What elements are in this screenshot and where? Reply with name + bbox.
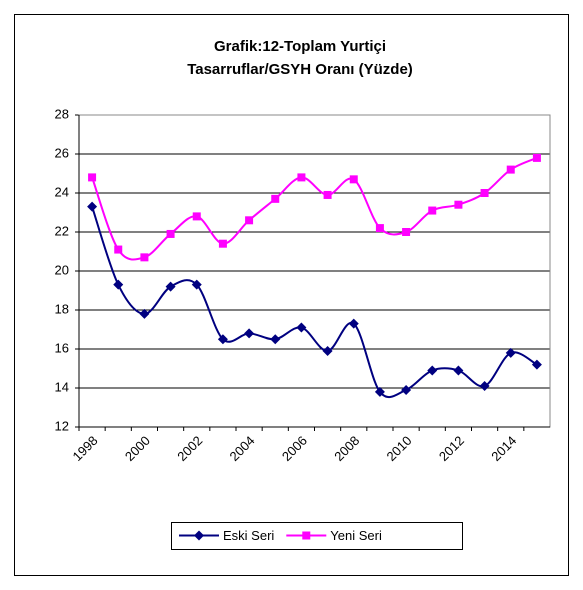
point: [114, 245, 123, 254]
point: [88, 173, 97, 182]
point: [218, 239, 227, 248]
legend-label: Eski Seri: [223, 528, 274, 543]
chart-title: Grafik:12-Toplam Yurtiçi: [214, 38, 386, 55]
point: [348, 318, 359, 329]
y-tick-label: 22: [55, 223, 69, 238]
point: [479, 381, 490, 392]
y-tick-label: 18: [55, 301, 69, 316]
point: [87, 201, 98, 212]
y-tick-label: 12: [55, 418, 69, 433]
y-tick-label: 16: [55, 340, 69, 355]
point: [245, 216, 254, 225]
legend-label: Yeni Seri: [330, 528, 382, 543]
point: [349, 175, 358, 184]
point: [271, 194, 280, 203]
point: [192, 212, 201, 221]
y-tick-label: 26: [55, 145, 69, 160]
point: [531, 359, 542, 370]
y-tick-label: 24: [55, 184, 69, 199]
point: [302, 531, 311, 540]
point: [427, 365, 438, 376]
point: [322, 345, 333, 356]
point: [532, 153, 541, 162]
point: [166, 229, 175, 238]
point: [139, 308, 150, 319]
point: [323, 190, 332, 199]
point: [217, 334, 228, 345]
legend-box: [171, 522, 463, 550]
point: [505, 347, 516, 358]
point: [374, 386, 385, 397]
point: [401, 384, 412, 395]
point: [506, 165, 515, 174]
point: [402, 228, 411, 236]
y-tick-label: 14: [55, 379, 69, 394]
y-tick-label: 28: [55, 106, 69, 121]
point: [297, 173, 306, 182]
point: [194, 530, 204, 541]
point: [296, 322, 307, 333]
point: [453, 365, 464, 376]
point: [191, 279, 202, 290]
point: [165, 281, 176, 292]
y-tick-label: 20: [55, 262, 69, 277]
point: [113, 279, 124, 290]
chart-border: [14, 14, 569, 576]
point: [454, 200, 463, 209]
point: [428, 206, 437, 215]
point: [244, 328, 255, 339]
point: [140, 253, 149, 262]
point: [375, 224, 384, 233]
chart-title: Tasarruflar/GSYH Oranı (Yüzde): [187, 61, 413, 78]
point: [270, 334, 281, 345]
point: [480, 189, 489, 197]
